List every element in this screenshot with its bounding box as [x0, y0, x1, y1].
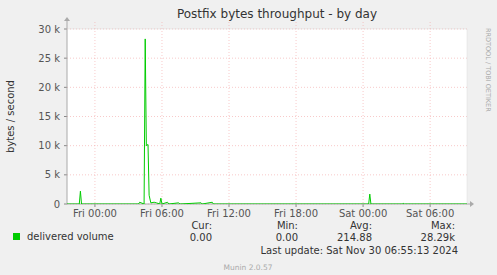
summary-header: Cur: [191, 220, 212, 231]
grid-line [67, 87, 467, 88]
summary-header: Min: [277, 220, 298, 231]
plot-frame [467, 29, 468, 204]
grid-line [67, 116, 467, 117]
title: Postfix bytes throughput - by day [177, 7, 377, 21]
grid-line [67, 29, 467, 30]
x-tick-label: Sat 06:00 [406, 208, 454, 219]
x-tick-label: Sat 00:00 [339, 208, 387, 219]
axis-arrow [470, 201, 474, 207]
summary-value: 214.88 [337, 232, 372, 243]
x-grid: Fri 00:00 Fri 06:00 Fri 12:00 Fri 18:00 Sat … [73, 22, 454, 219]
y-tick-label: 15 k [38, 111, 60, 122]
x-tick-label: Fri 18:00 [274, 208, 318, 219]
grid-line [363, 22, 364, 204]
background [0, 0, 497, 275]
y-tick-label: 10 k [38, 140, 60, 151]
chart: Postfix bytes throughput - by day bytes /… [0, 0, 497, 275]
grid-line [67, 174, 467, 175]
credit: Munin 2.0.57 [223, 263, 272, 272]
last-update: Last update: Sat Nov 30 06:55:13 2024 [260, 245, 458, 256]
grid-line [94, 22, 95, 204]
x-tick-label: Fri 06:00 [140, 208, 184, 219]
y-tick-label: 5 k [45, 169, 61, 180]
y-tick-label: 0 [54, 199, 60, 210]
grid-line [67, 145, 467, 146]
grid-line [67, 58, 467, 59]
plot-frame [67, 29, 467, 30]
summary-header: Max: [431, 220, 455, 231]
watermark: RRDTOOL / TOBI OETIKER [484, 28, 492, 112]
grid-line [430, 22, 431, 204]
y-grid: 0 5 k 10 k 15 k 20 k 25 k 30 k [38, 24, 467, 210]
grid-line [296, 22, 297, 204]
y-tick-label: 25 k [38, 53, 60, 64]
y-tick-label: 20 k [38, 82, 60, 93]
plot-area [67, 29, 467, 204]
grid-line [229, 22, 230, 204]
y-tick-label: 30 k [38, 24, 60, 35]
data-layer [67, 39, 467, 204]
y-axis-label: bytes / second [5, 80, 16, 153]
summary-value: 0.00 [190, 232, 212, 243]
x-tick-label: Fri 12:00 [207, 208, 251, 219]
legend-swatch [13, 233, 20, 240]
y-axis [67, 21, 68, 204]
series-line [67, 39, 467, 204]
legend-label: delivered volume [27, 231, 114, 242]
x-tick-label: Fri 00:00 [73, 208, 117, 219]
summary-value: 28.29k [421, 232, 456, 243]
summary-value: 0.00 [276, 232, 298, 243]
axis-arrow [64, 17, 70, 21]
summary-header: Avg: [350, 220, 372, 231]
grid-line [161, 22, 162, 204]
